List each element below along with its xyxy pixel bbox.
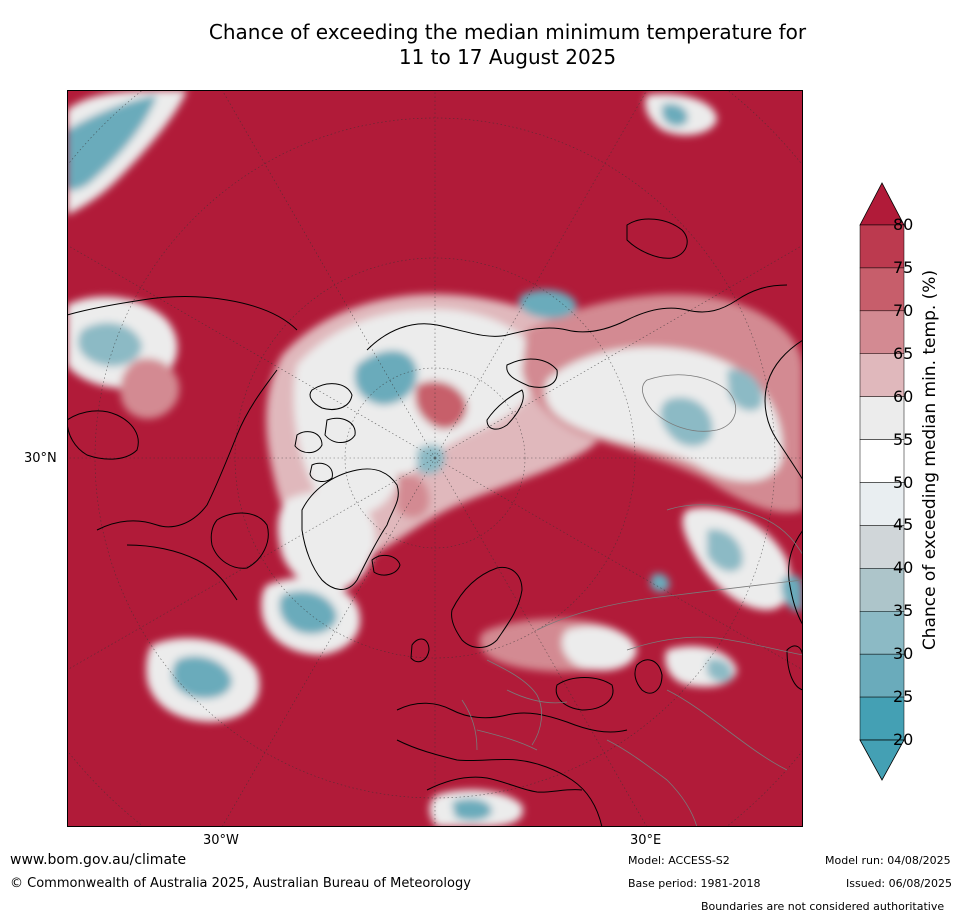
colorbar-segment — [859, 396, 905, 440]
colorbar — [859, 182, 905, 781]
hudson-bay-coastline — [210, 512, 269, 569]
colorbar-segment — [859, 310, 905, 354]
middle-east-blue-zone — [707, 658, 733, 683]
mediterranean-coastline — [426, 776, 583, 793]
colorbar-tick-label: 35 — [893, 601, 914, 621]
footer-url: www.bom.gov.au/climate — [10, 852, 187, 868]
borders — [461, 374, 803, 827]
map-title-line1: Chance of exceeding the median minimum t… — [208, 20, 807, 44]
colorbar-segment — [859, 611, 905, 655]
northwest-blue-zone — [78, 322, 142, 367]
footer-base-period: Base period: 1981-2018 — [628, 877, 761, 890]
arctic-red-tongue — [415, 381, 467, 429]
footer-model: Model: ACCESS-S2 — [628, 854, 730, 867]
middle-east-border — [606, 739, 698, 827]
alaska-coastline — [67, 410, 139, 460]
colorbar-tick-label: 45 — [893, 515, 914, 535]
east-blue-small-zone — [650, 573, 670, 592]
footer-copyright: © Commonwealth of Australia 2025, Austra… — [10, 876, 471, 891]
latitude-label-30n: 30°N — [24, 451, 57, 466]
colorbar-tick-label: 55 — [893, 429, 914, 449]
japan-coastline — [786, 645, 803, 691]
colorbar-tick-label: 65 — [893, 343, 914, 363]
footer-issued: Issued: 06/08/2025 — [846, 877, 953, 890]
colorbar-segment — [859, 525, 905, 569]
black-sea-coastline — [555, 677, 614, 711]
colorbar-segment — [859, 224, 905, 269]
map-title: Chance of exceeding the median minimum t… — [0, 20, 965, 70]
europe-coastline — [396, 702, 628, 827]
taymyr-coastline — [506, 358, 558, 388]
baikal-area-blue-zone — [518, 289, 577, 319]
top-left-blue-zone — [67, 95, 157, 191]
arctic-blue-zone-2 — [417, 444, 446, 475]
colorbar-segment — [859, 482, 905, 526]
canadian-archipelago-coastline-1 — [309, 383, 353, 410]
colorbar-title: Chance of exceeding median min. temp. (%… — [920, 269, 940, 651]
greenland-pink-zone — [397, 474, 430, 518]
colorbar-tick-label: 50 — [893, 472, 914, 492]
colorbar-tick-label: 60 — [893, 386, 914, 406]
iceland-coastline — [371, 554, 401, 576]
map-svg — [67, 90, 803, 827]
top-right-blue-zone — [662, 103, 688, 127]
china-border — [666, 504, 803, 556]
kazakhstan-border — [626, 636, 803, 656]
east-asia-blue-zone — [707, 529, 743, 572]
graticule — [67, 90, 803, 827]
east-edge-blue-zone — [781, 574, 803, 612]
europe-border-2 — [506, 689, 568, 704]
siberia-blue-zone-2 — [727, 369, 763, 411]
siberia-blue-zone — [660, 397, 713, 447]
british-isles-coastline — [410, 638, 430, 663]
coastlines — [67, 218, 803, 827]
colorbar-tick-label: 30 — [893, 644, 914, 664]
mongolia-border — [642, 374, 737, 432]
kamchatka-coastline — [626, 218, 688, 259]
north-america-coastline — [67, 296, 298, 601]
map-title-line2: 11 to 17 August 2025 — [398, 45, 617, 69]
map-frame — [67, 90, 803, 827]
europe-border-1 — [486, 659, 542, 746]
siberia-coastline — [366, 284, 788, 351]
colorbar-segment — [859, 267, 905, 312]
northwest-pink-zone — [120, 358, 180, 419]
footer-model-run: Model run: 04/08/2025 — [825, 854, 951, 867]
arctic-blue-zone — [354, 350, 418, 405]
central-asia-border — [666, 689, 788, 771]
colorbar-segment — [859, 353, 905, 397]
canadian-archipelago-coastline-4 — [309, 462, 333, 482]
russia-south-border — [536, 579, 803, 631]
arctic-white-zone — [293, 309, 537, 515]
europe-border-4 — [461, 699, 478, 751]
colorbar-tick-label: 25 — [893, 687, 914, 707]
footer-disclaimer: Boundaries are not considered authoritat… — [701, 900, 945, 913]
colorbar-tick-label: 70 — [893, 300, 914, 320]
canadian-archipelago-coastline-2 — [324, 417, 356, 443]
colorbar-segment — [859, 696, 905, 741]
colorbar-low-arrow — [859, 739, 905, 781]
longitude-label-30w: 30°W — [203, 833, 239, 848]
forecast-map — [67, 90, 803, 827]
greenland-coastline — [301, 468, 399, 590]
probability-shading — [67, 90, 803, 827]
colorbar-segment — [859, 439, 905, 483]
longitude-label-30e: 30°E — [630, 833, 662, 848]
colorbar-segment — [859, 568, 905, 612]
colorbar-tick-label: 20 — [893, 730, 914, 749]
scandinavia-coastline — [451, 566, 523, 648]
black-sea-white-zone — [562, 626, 637, 671]
canadian-archipelago-coastline-3 — [294, 431, 323, 454]
canada-blue-zone — [172, 656, 232, 699]
caspian-sea-coastline — [634, 659, 663, 694]
europe-border-3 — [476, 729, 538, 751]
colorbar-tick-label: 40 — [893, 558, 914, 578]
colorbar-tick-label: 75 — [893, 257, 914, 277]
north-africa-blue-zone — [452, 798, 492, 821]
colorbar-tick-label: 80 — [893, 215, 914, 234]
colorbar-segment — [859, 653, 905, 698]
novaya-zemlya-coastline — [486, 389, 524, 430]
